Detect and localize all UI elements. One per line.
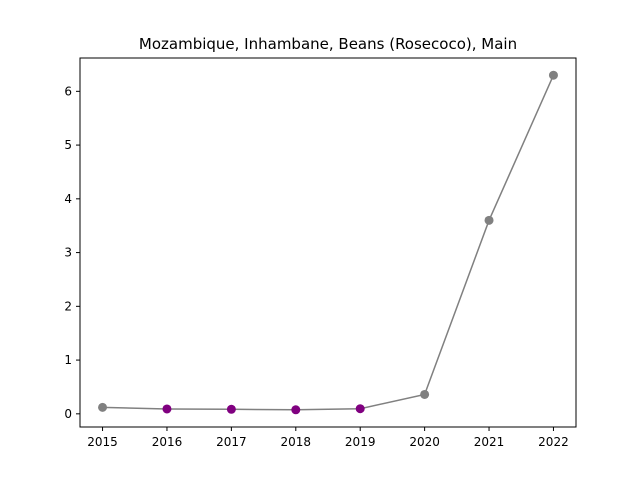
data-point: [162, 404, 172, 414]
data-point: [226, 404, 236, 414]
x-tick-label: 2016: [152, 435, 183, 449]
y-axis: 0 1 2 3 4 5 6: [64, 84, 80, 421]
data-point: [355, 404, 365, 414]
x-tick-label: 2022: [538, 435, 569, 449]
data-point: [291, 405, 301, 415]
x-axis: 2015 2016 2017 2018 2019 2020 2021 2022: [87, 427, 569, 449]
series-layer: [98, 70, 558, 415]
x-tick-label: 2021: [474, 435, 505, 449]
y-tick-label: 4: [64, 192, 72, 206]
data-point: [548, 70, 558, 80]
y-tick-label: 3: [64, 246, 72, 260]
y-tick-label: 0: [64, 407, 72, 421]
x-tick-label: 2019: [345, 435, 376, 449]
x-tick-label: 2017: [216, 435, 247, 449]
x-tick-label: 2015: [87, 435, 118, 449]
y-tick-label: 5: [64, 138, 72, 152]
series-line: [102, 74, 555, 411]
x-tick-label: 2018: [281, 435, 312, 449]
data-point: [484, 215, 494, 225]
y-tick-label: 6: [64, 84, 72, 98]
y-tick-label: 2: [64, 299, 72, 313]
x-tick-label: 2020: [409, 435, 440, 449]
data-point: [98, 402, 108, 412]
plot-area-frame: [79, 57, 577, 428]
chart-title: Mozambique, Inhambane, Beans (Rosecoco),…: [139, 35, 517, 53]
y-tick-label: 1: [64, 353, 72, 367]
data-point: [420, 389, 430, 399]
